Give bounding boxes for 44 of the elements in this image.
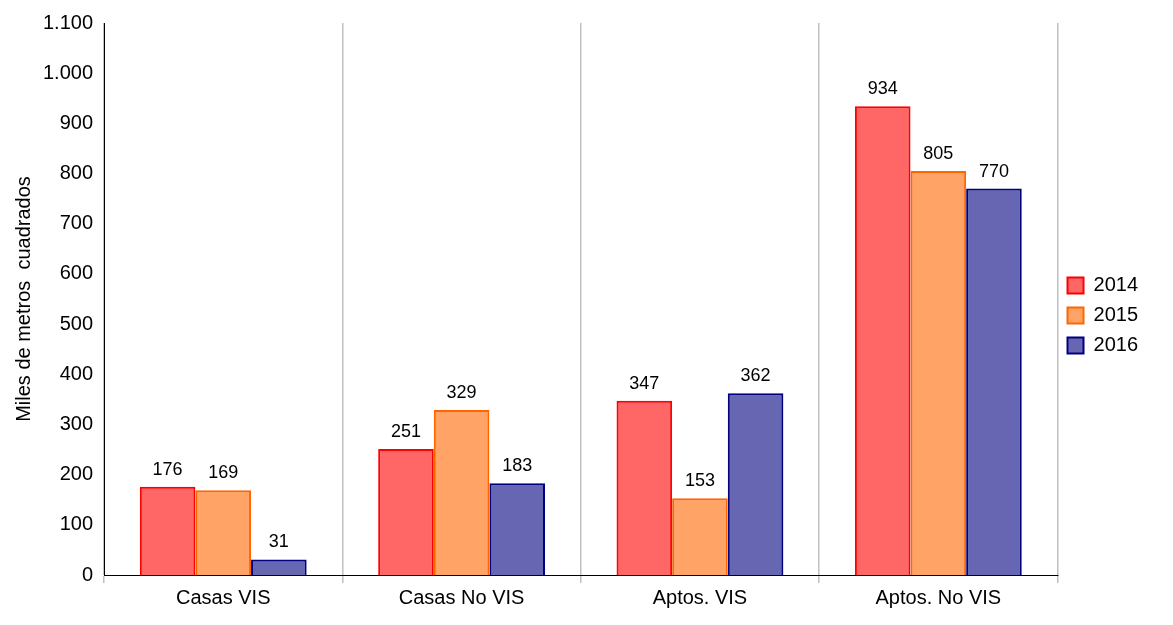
legend-label: 2015	[1093, 303, 1139, 326]
y-tick-label: 800	[59, 161, 94, 184]
data-label: 183	[502, 455, 533, 476]
bar	[433, 409, 490, 575]
bar	[910, 171, 967, 575]
bar	[378, 449, 434, 575]
x-tick-label: Aptos. VIS	[652, 585, 748, 608]
bar	[854, 106, 911, 575]
y-tick-label: 700	[59, 211, 94, 234]
y-tick-label: 200	[59, 462, 94, 485]
bar	[616, 400, 673, 575]
bar	[489, 483, 546, 575]
data-label: 362	[740, 365, 771, 386]
x-tick-label: Casas VIS	[175, 585, 271, 608]
data-label: 347	[629, 372, 660, 393]
y-tick-label: 1.100	[42, 10, 94, 33]
bar	[195, 490, 252, 575]
y-axis-title: Miles de metros cuadrados	[11, 176, 34, 422]
y-tick-label: 300	[59, 411, 94, 434]
bar	[727, 393, 784, 575]
y-tick-label: 100	[59, 512, 94, 535]
data-label: 153	[684, 470, 715, 491]
data-label: 31	[268, 531, 289, 552]
data-label: 805	[923, 143, 954, 164]
x-tick-label: Aptos. No VIS	[875, 585, 1002, 608]
bar	[251, 559, 307, 575]
y-tick-label: 0	[81, 562, 94, 585]
data-label: 176	[152, 458, 183, 479]
x-tick-label: Casas No VIS	[398, 585, 525, 608]
data-label: 251	[390, 421, 421, 442]
bar	[966, 188, 1022, 575]
y-tick-label: 900	[59, 110, 94, 133]
data-label: 169	[208, 462, 239, 483]
legend-label: 2016	[1093, 333, 1139, 356]
legend-label: 2014	[1093, 273, 1139, 296]
bar	[672, 498, 728, 575]
y-tick-label: 400	[59, 361, 94, 384]
bar	[139, 486, 196, 575]
data-label: 770	[978, 160, 1009, 181]
data-label: 329	[446, 381, 477, 402]
y-tick-label: 600	[59, 261, 94, 284]
y-tick-label: 500	[59, 311, 94, 334]
y-tick-label: 1.000	[42, 60, 94, 83]
data-label: 934	[867, 78, 898, 99]
